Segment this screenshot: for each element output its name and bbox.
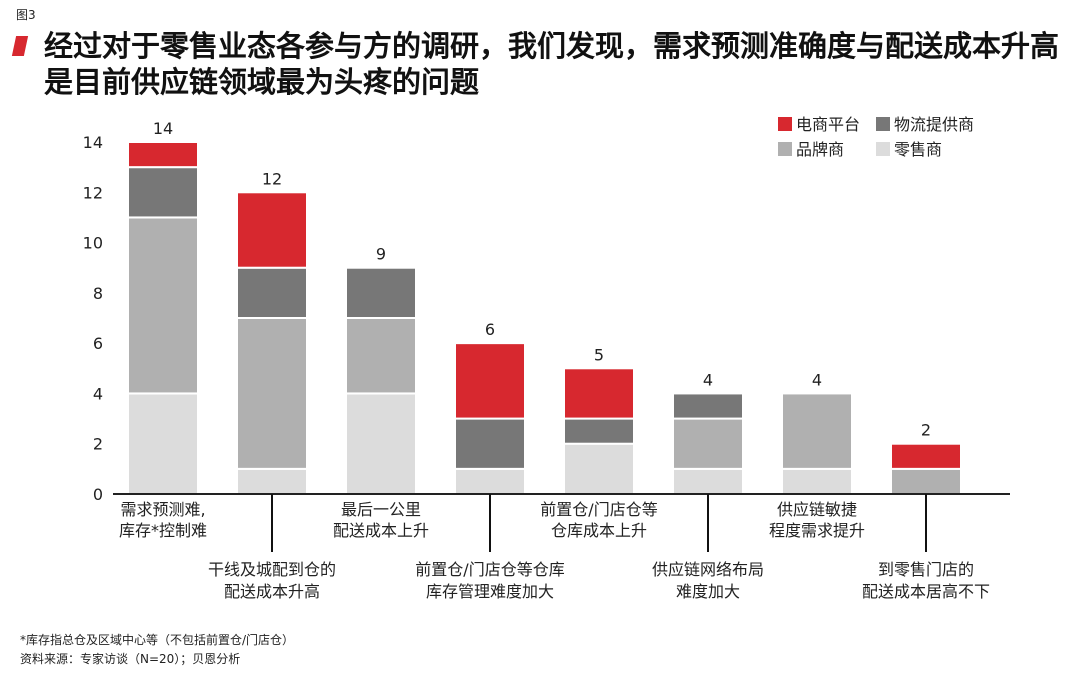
x-category-label: 配送成本升高 xyxy=(224,582,320,601)
x-category-label: 库存管理难度加大 xyxy=(426,582,554,601)
y-tick-label: 8 xyxy=(93,284,103,303)
bar-segment xyxy=(127,141,199,169)
x-category-label: 前置仓/门店仓等 xyxy=(540,500,657,519)
bar-total-label: 5 xyxy=(594,345,604,364)
bar-segment xyxy=(672,417,744,470)
bar-segment xyxy=(236,266,308,320)
bar-segment xyxy=(563,367,635,420)
legend-label: 物流提供商 xyxy=(894,115,974,134)
bar-total-label: 2 xyxy=(921,421,931,440)
y-tick-label: 10 xyxy=(83,234,103,253)
bar-total-label: 4 xyxy=(812,370,822,389)
bar-segment xyxy=(563,417,635,445)
legend-swatch xyxy=(876,117,890,131)
y-tick-label: 14 xyxy=(83,133,103,152)
x-category-label: 到零售门店的 xyxy=(878,560,974,579)
bar-segment xyxy=(345,392,417,495)
chart-title: 经过对于零售业态各参与方的调研，我们发现，需求预测准确度与配送成本升高是目前供应… xyxy=(44,29,1060,99)
x-category-label: 配送成本上升 xyxy=(333,521,429,540)
x-category-label: 干线及城配到仓的 xyxy=(208,560,336,579)
legend-label: 电商平台 xyxy=(796,115,860,134)
x-category-label: 仓库成本上升 xyxy=(551,521,647,540)
legend-label: 零售商 xyxy=(894,140,942,159)
x-category-label: 供应链敏捷 xyxy=(777,500,857,519)
y-tick-label: 0 xyxy=(93,485,103,504)
bar-segment xyxy=(672,467,744,496)
bar-segment xyxy=(127,392,199,495)
x-category-label: 前置仓/门店仓等仓库 xyxy=(415,560,564,579)
bar-total-label: 9 xyxy=(376,245,386,264)
bar-segment xyxy=(236,317,308,470)
bar-segment xyxy=(454,467,526,496)
footnote-inventory: *库存指总仓及区域中心等（不包括前置仓/门店仓） xyxy=(20,633,295,647)
bar-segment xyxy=(127,216,199,395)
bar-total-label: 6 xyxy=(485,320,495,339)
y-tick-label: 2 xyxy=(93,435,103,454)
y-tick-label: 4 xyxy=(93,384,103,403)
bar-segment xyxy=(890,442,962,470)
x-category-label: 最后一公里 xyxy=(341,500,421,519)
x-category-label: 库存*控制难 xyxy=(119,521,207,540)
bar-segment xyxy=(563,442,635,496)
x-category-label: 需求预测难, xyxy=(120,500,205,519)
x-category-label: 难度加大 xyxy=(676,582,740,601)
legend-swatch xyxy=(778,117,792,131)
legend-label: 品牌商 xyxy=(796,140,844,159)
legend-swatch xyxy=(778,142,792,156)
x-category-label: 配送成本居高不下 xyxy=(862,582,990,601)
x-category-label: 程度需求提升 xyxy=(769,521,865,540)
bar-segment xyxy=(454,342,526,420)
bar-segment xyxy=(890,467,962,496)
bar-segment xyxy=(781,467,853,496)
bar-segment xyxy=(236,191,308,269)
bar-segment xyxy=(345,317,417,395)
y-tick-label: 12 xyxy=(83,183,103,202)
bar-total-label: 14 xyxy=(153,119,173,138)
bar-segment xyxy=(127,166,199,219)
bar-total-label: 12 xyxy=(262,169,282,188)
bar-segment xyxy=(781,392,853,470)
bar-segment xyxy=(236,467,308,496)
figure-label: 图3 xyxy=(16,8,36,22)
legend-swatch xyxy=(876,142,890,156)
y-tick-label: 6 xyxy=(93,334,103,353)
footnote-source: 资料来源：专家访谈（N=20）；贝恩分析 xyxy=(20,652,241,666)
bar-segment xyxy=(345,266,417,320)
bar-segment xyxy=(672,392,744,420)
bar-total-label: 4 xyxy=(703,370,713,389)
x-category-label: 供应链网络布局 xyxy=(652,560,764,579)
bar-segment xyxy=(454,417,526,470)
